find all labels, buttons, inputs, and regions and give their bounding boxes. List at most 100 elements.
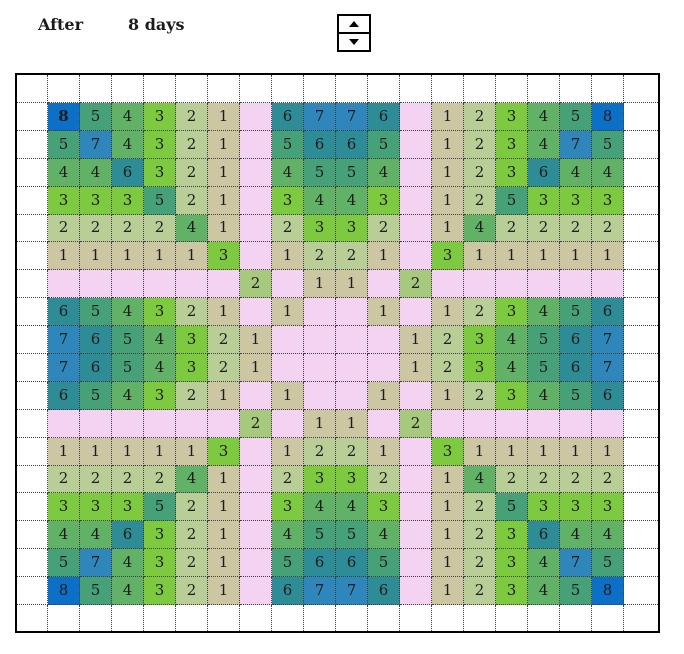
grid-cell-empty[interactable] bbox=[240, 103, 272, 131]
grid-cell-empty[interactable] bbox=[240, 186, 272, 215]
grid-cell-value[interactable]: 1 bbox=[432, 186, 464, 215]
grid-cell-empty[interactable] bbox=[400, 381, 432, 410]
grid-cell-value[interactable]: 7 bbox=[592, 326, 624, 354]
grid-cell-value[interactable]: 2 bbox=[112, 214, 144, 243]
grid-cell-value[interactable]: 2 bbox=[464, 186, 496, 215]
grid-cell-empty[interactable] bbox=[272, 326, 304, 354]
grid-cell-value[interactable]: 1 bbox=[208, 521, 240, 550]
grid-cell-value[interactable]: 7 bbox=[336, 577, 368, 605]
grid-cell-value[interactable]: 4 bbox=[528, 103, 560, 131]
grid-cell-value[interactable]: 5 bbox=[592, 549, 624, 578]
grid-cell-empty[interactable] bbox=[400, 577, 432, 605]
grid-cell-value[interactable]: 7 bbox=[80, 549, 112, 578]
grid-cell-empty[interactable] bbox=[240, 214, 272, 243]
grid-cell-value[interactable]: 3 bbox=[528, 186, 560, 215]
grid-cell-value[interactable]: 1 bbox=[208, 186, 240, 215]
grid-cell-empty[interactable] bbox=[176, 409, 208, 438]
grid-cell-empty[interactable] bbox=[240, 242, 272, 271]
grid-cell-value[interactable]: 3 bbox=[464, 354, 496, 382]
grid-cell-value[interactable]: 2 bbox=[80, 465, 112, 494]
grid-cell-value[interactable]: 3 bbox=[336, 465, 368, 494]
grid-cell-empty[interactable] bbox=[304, 381, 336, 410]
grid-cell-value[interactable]: 1 bbox=[304, 270, 336, 299]
grid-cell-value[interactable]: 4 bbox=[144, 354, 176, 382]
grid-cell-value[interactable]: 6 bbox=[560, 326, 592, 354]
grid-cell-value[interactable]: 1 bbox=[368, 381, 400, 410]
grid-cell-empty[interactable] bbox=[368, 354, 400, 382]
grid-cell-value[interactable]: 2 bbox=[144, 465, 176, 494]
grid-cell-value[interactable]: 3 bbox=[144, 381, 176, 410]
grid-cell-value[interactable]: 8 bbox=[592, 103, 624, 131]
grid-cell-empty[interactable] bbox=[368, 326, 400, 354]
grid-cell-empty[interactable] bbox=[272, 409, 304, 438]
grid-cell-value[interactable]: 3 bbox=[336, 214, 368, 243]
grid-cell-value[interactable]: 4 bbox=[592, 158, 624, 187]
grid-cell-value[interactable]: 1 bbox=[336, 409, 368, 438]
grid-cell-value[interactable]: 5 bbox=[560, 103, 592, 131]
grid-cell-value[interactable]: 1 bbox=[464, 437, 496, 466]
grid-cell-value[interactable]: 1 bbox=[496, 437, 528, 466]
grid-cell-value[interactable]: 2 bbox=[528, 214, 560, 243]
grid-cell-value[interactable]: 3 bbox=[496, 103, 528, 131]
grid-cell-value[interactable]: 5 bbox=[80, 381, 112, 410]
grid-cell-value[interactable]: 7 bbox=[48, 354, 80, 382]
grid-cell-value[interactable]: 3 bbox=[272, 493, 304, 522]
grid-cell-value[interactable]: 4 bbox=[528, 577, 560, 605]
grid-cell-empty[interactable] bbox=[592, 270, 624, 299]
grid-cell-empty[interactable] bbox=[144, 409, 176, 438]
grid-cell-value[interactable]: 1 bbox=[592, 242, 624, 271]
grid-cell-empty[interactable] bbox=[240, 381, 272, 410]
grid-cell-value[interactable]: 1 bbox=[208, 298, 240, 327]
grid-cell-value[interactable]: 2 bbox=[368, 214, 400, 243]
grid-cell-value[interactable]: 6 bbox=[368, 103, 400, 131]
grid-cell-value[interactable]: 2 bbox=[176, 549, 208, 578]
grid-cell-value[interactable]: 2 bbox=[464, 549, 496, 578]
grid-cell-value[interactable]: 2 bbox=[368, 465, 400, 494]
grid-cell-value[interactable]: 6 bbox=[80, 326, 112, 354]
grid-cell-empty[interactable] bbox=[400, 214, 432, 243]
grid-cell-empty[interactable] bbox=[560, 409, 592, 438]
grid-cell-value[interactable]: 1 bbox=[272, 381, 304, 410]
grid-cell-value[interactable]: 1 bbox=[112, 242, 144, 271]
grid-cell-empty[interactable] bbox=[80, 409, 112, 438]
grid-cell-value[interactable]: 5 bbox=[528, 326, 560, 354]
grid-cell-value[interactable]: 2 bbox=[592, 214, 624, 243]
grid-cell-value[interactable]: 3 bbox=[144, 130, 176, 159]
grid-cell-value[interactable]: 7 bbox=[336, 103, 368, 131]
grid-cell-value[interactable]: 5 bbox=[560, 298, 592, 327]
grid-cell-value[interactable]: 3 bbox=[496, 521, 528, 550]
grid-cell-value[interactable]: 2 bbox=[176, 158, 208, 187]
grid-cell-value[interactable]: 1 bbox=[80, 242, 112, 271]
grid-cell-empty[interactable] bbox=[464, 270, 496, 299]
grid-cell-value[interactable]: 6 bbox=[592, 381, 624, 410]
grid-cell-value[interactable]: 4 bbox=[272, 158, 304, 187]
grid-cell-value[interactable]: 5 bbox=[112, 326, 144, 354]
grid-cell-value[interactable]: 5 bbox=[272, 549, 304, 578]
grid-cell-value[interactable]: 4 bbox=[112, 103, 144, 131]
grid-cell-empty[interactable] bbox=[368, 409, 400, 438]
grid-cell-value[interactable]: 4 bbox=[176, 465, 208, 494]
grid-cell-empty[interactable] bbox=[336, 354, 368, 382]
grid-cell-empty[interactable] bbox=[336, 326, 368, 354]
grid-cell-value[interactable]: 1 bbox=[48, 242, 80, 271]
grid-cell-value[interactable]: 5 bbox=[368, 549, 400, 578]
grid-cell-value[interactable]: 4 bbox=[496, 354, 528, 382]
grid-cell-empty[interactable] bbox=[176, 270, 208, 299]
grid-cell-value[interactable]: 2 bbox=[176, 577, 208, 605]
grid-cell-value[interactable]: 7 bbox=[560, 549, 592, 578]
grid-cell-value[interactable]: 4 bbox=[80, 158, 112, 187]
grid-cell-value[interactable]: 3 bbox=[176, 326, 208, 354]
grid-cell-empty[interactable] bbox=[400, 549, 432, 578]
grid-cell-value[interactable]: 1 bbox=[272, 298, 304, 327]
grid-cell-value[interactable]: 2 bbox=[464, 577, 496, 605]
grid-cell-value[interactable]: 5 bbox=[560, 577, 592, 605]
grid-cell-value[interactable]: 1 bbox=[432, 130, 464, 159]
grid-cell-empty[interactable] bbox=[272, 270, 304, 299]
grid-cell-value[interactable]: 1 bbox=[560, 437, 592, 466]
grid-cell-value[interactable]: 2 bbox=[336, 242, 368, 271]
grid-cell-value[interactable]: 5 bbox=[48, 549, 80, 578]
grid-cell-value[interactable]: 3 bbox=[368, 493, 400, 522]
grid-cell-empty[interactable] bbox=[48, 409, 80, 438]
grid-cell-value[interactable]: 4 bbox=[112, 549, 144, 578]
grid-cell-value[interactable]: 1 bbox=[496, 242, 528, 271]
